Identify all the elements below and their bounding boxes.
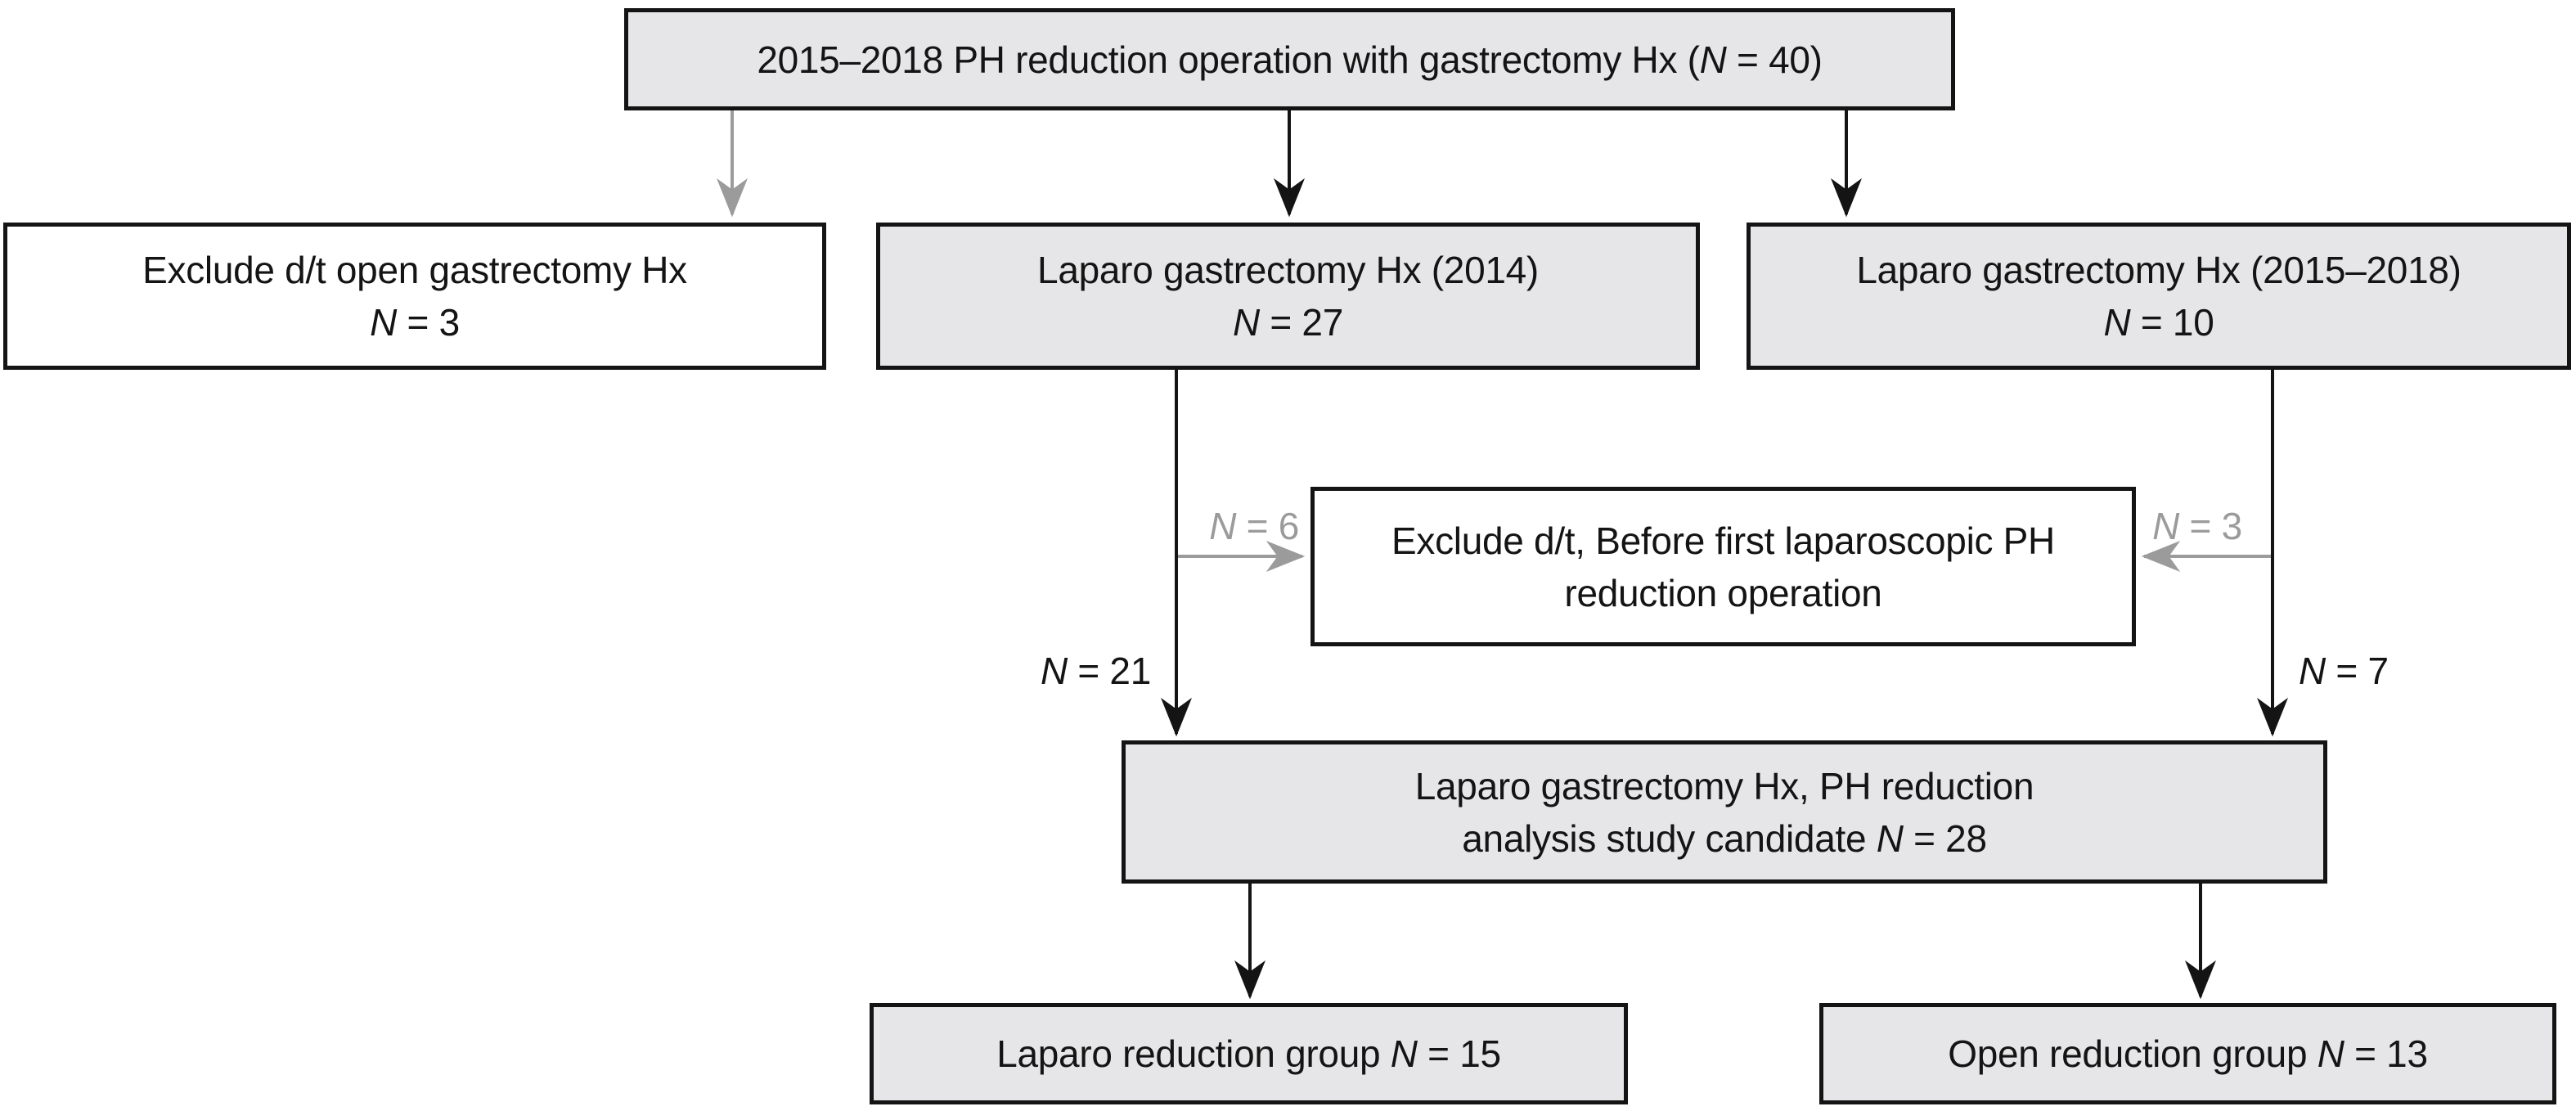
node-laparo-gastrectomy-2015-2018: Laparo gastrectomy Hx (2015–2018) N = 10 [1747,223,2571,370]
node-laparo-reduction-group: Laparo reduction group N = 15 [870,1003,1628,1104]
edge-label-n7: N = 7 [2299,650,2389,692]
node-analysis-candidate: Laparo gastrectomy Hx, PH reduction anal… [1122,740,2327,884]
node-laparo-2014-line1: Laparo gastrectomy Hx (2014) [1037,249,1539,291]
node-laparo-2014-line2: N = 27 [1232,301,1343,344]
edge-label-n3: N = 3 [2152,505,2242,547]
node-open-group-text: Open reduction group N = 13 [1948,1032,2428,1075]
node-laparo-gastrectomy-2014: Laparo gastrectomy Hx (2014) N = 27 [876,223,1700,370]
node-candidate-line2: analysis study candidate N = 28 [1462,816,1987,860]
node-candidate-line1: Laparo gastrectomy Hx, PH reduction [1414,764,2034,807]
node-laparo-2015-2018-line1: Laparo gastrectomy Hx (2015–2018) [1856,249,2461,291]
node-laparo-2015-2018-line2: N = 10 [2103,301,2214,344]
node-exclude-open-gastrectomy: Exclude d/t open gastrectomy Hx N = 3 [3,223,826,370]
node-exclude-before-first-laparoscopic: Exclude d/t, Before first laparoscopic P… [1310,487,2136,646]
node-exclude-open-line2: N = 3 [370,301,460,344]
node-laparo-group-text: Laparo reduction group N = 15 [996,1032,1501,1075]
node-exclude-before-first-line2: reduction operation [1564,571,1882,614]
node-exclude-before-first-line1: Exclude d/t, Before first laparoscopic P… [1391,519,2055,562]
node-exclude-open-line1: Exclude d/t open gastrectomy Hx [142,249,687,291]
node-source: 2015–2018 PH reduction operation with ga… [624,8,1955,110]
node-source-text: 2015–2018 PH reduction operation with ga… [757,38,1823,81]
edge-label-n6: N = 6 [1209,505,1299,547]
node-open-reduction-group: Open reduction group N = 13 [1819,1003,2556,1104]
edge-label-n21: N = 21 [1040,650,1151,692]
